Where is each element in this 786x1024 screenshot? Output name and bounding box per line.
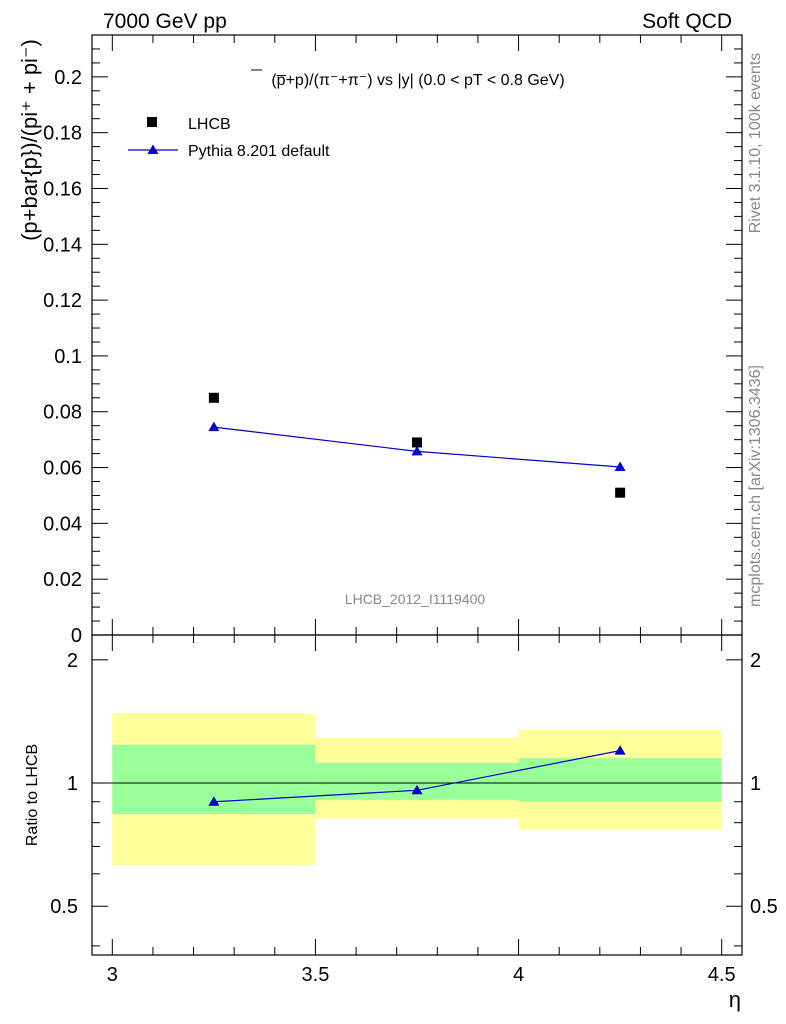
main-y-tick-label: 0.16 [43, 178, 82, 200]
ratio-y-tick-label: 1 [67, 773, 78, 795]
x-tick-label: 3.5 [302, 964, 330, 986]
x-tick-label: 4.5 [708, 964, 736, 986]
header-energy-label: 7000 GeV pp [103, 10, 227, 33]
ratio-pythia-point [614, 745, 626, 755]
legend-label-pythia: Pythia 8.201 default [188, 143, 330, 160]
ratio-y-axis: 0.5 0.5 1 1 2 2 [50, 650, 778, 947]
x-tick-label: 3 [107, 964, 118, 986]
x-tick-label: 4 [513, 964, 524, 986]
main-y-tick-label: 0.18 [43, 123, 82, 145]
main-y-tick-label: 0.12 [43, 290, 82, 312]
header-category-label: Soft QCD [642, 10, 732, 33]
main-y-tick-label: 0.1 [54, 346, 82, 368]
plot-title-text: (p̅+p)/(π⁻+π⁻) vs |y| (0.0 < pT < 0.8 Ge… [271, 72, 564, 89]
ratio-pythia-point [411, 784, 423, 795]
main-y-tick-label: 0.08 [43, 402, 82, 424]
lhcb-data-point [615, 487, 626, 498]
main-y-tick-label: 0.02 [43, 569, 82, 591]
legend-marker-lhcb [147, 117, 157, 127]
ratio-y-tick-label-right: 2 [750, 650, 761, 672]
pythia-data-point [614, 461, 626, 471]
legend: LHCB Pythia 8.201 default [128, 116, 330, 160]
main-y-axis-label: (p+bar{p})/(pi⁺ + pi⁻) [17, 39, 42, 241]
ratio-y-axis-label: Ratio to LHCB [24, 744, 41, 846]
mcplots-credit-label: mcplots.cern.ch [arXiv:1306.3436] [747, 365, 764, 607]
legend-label-lhcb: LHCB [188, 116, 231, 133]
main-y-axis: 0 0.02 0.04 0.06 0.08 0.1 0.12 0.14 0.16 0.18 0.2 [43, 34, 742, 647]
ratio-pythia-point [208, 796, 220, 806]
ratio-series [208, 745, 626, 806]
main-y-tick-label: 0.06 [43, 458, 82, 480]
plot-title: (p̅+p)/(π⁻+π⁻) vs |y| (0.0 < pT < 0.8 Ge… [251, 69, 565, 89]
main-y-tick-label: 0.04 [43, 513, 82, 535]
rivet-version-label: Rivet 3.1.10, 100k events [747, 53, 764, 234]
ratio-y-tick-label-right: 1 [750, 773, 761, 795]
pythia-data-point [208, 421, 220, 432]
ratio-y-tick-label-right: 0.5 [750, 896, 778, 918]
main-plot-panel: 00.020.040.060.080.10.120.140.160.180.2 … [17, 34, 743, 647]
lhcb-data-point [208, 392, 219, 403]
ratio-y-tick-label: 0.5 [50, 896, 78, 918]
main-y-tick-label: 0 [71, 625, 82, 647]
pythia-data-point [411, 445, 423, 456]
ratio-plot-panel: 0.5 0.5 1 1 2 2 3 3.5 4 4.5 Ratio to LHCB η [24, 634, 778, 1012]
analysis-watermark: LHCB_2012_I1119400 [345, 591, 486, 607]
legend-marker-pythia [147, 144, 159, 154]
ratio-y-tick-label: 2 [67, 650, 78, 672]
lhcb-data-point [412, 437, 422, 448]
x-axis-label: η [729, 987, 741, 1012]
main-x-axis-ticks [111, 35, 723, 635]
main-y-tick-label: 0.2 [54, 67, 82, 89]
ratio-inner-band [518, 758, 722, 802]
ratio-x-axis: 3 3.5 4 4.5 [107, 635, 736, 986]
main-plot-series [208, 392, 626, 498]
main-y-tick-label: 0.14 [43, 234, 82, 256]
ratio-plot-frame [91, 634, 743, 956]
